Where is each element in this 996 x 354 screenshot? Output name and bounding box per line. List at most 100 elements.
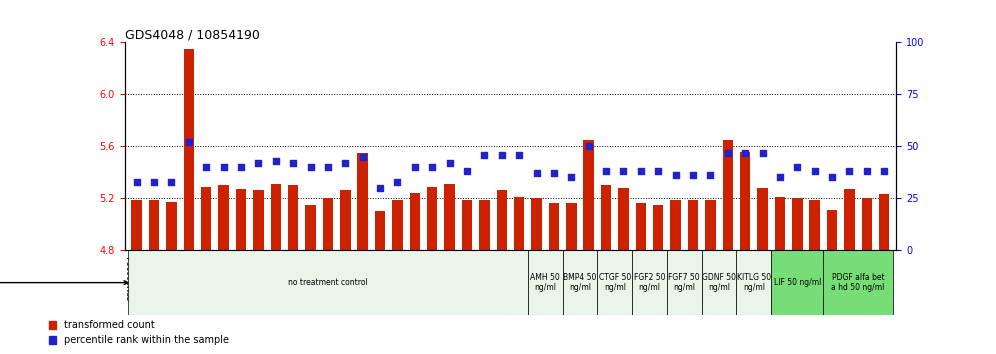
Point xyxy=(181,139,197,145)
FancyBboxPatch shape xyxy=(598,250,632,315)
Bar xyxy=(340,190,351,250)
Bar xyxy=(166,202,176,250)
Point xyxy=(494,152,510,158)
Point xyxy=(233,164,249,170)
Point xyxy=(268,158,284,164)
Bar xyxy=(601,185,612,250)
Point xyxy=(876,169,892,174)
Bar xyxy=(862,198,872,250)
Point xyxy=(198,164,214,170)
Point xyxy=(355,154,371,160)
Point xyxy=(702,172,718,178)
Point xyxy=(215,164,231,170)
Bar xyxy=(688,200,698,250)
Point xyxy=(406,164,422,170)
Point xyxy=(320,164,336,170)
Bar xyxy=(705,200,715,250)
Bar xyxy=(131,200,141,250)
Point xyxy=(737,150,753,155)
Bar xyxy=(462,200,472,250)
Bar xyxy=(288,185,299,250)
FancyBboxPatch shape xyxy=(528,250,563,315)
FancyBboxPatch shape xyxy=(824,250,893,315)
Point xyxy=(285,160,301,166)
Bar xyxy=(514,197,524,250)
Text: FGF2 50
ng/ml: FGF2 50 ng/ml xyxy=(633,273,665,292)
Text: GDNF 50
ng/ml: GDNF 50 ng/ml xyxy=(702,273,736,292)
Point xyxy=(599,169,615,174)
Bar xyxy=(236,189,246,250)
Bar xyxy=(183,49,194,250)
FancyBboxPatch shape xyxy=(771,250,824,315)
Point xyxy=(546,171,562,176)
Bar xyxy=(775,197,785,250)
Point xyxy=(772,175,788,180)
Point xyxy=(824,175,840,180)
FancyBboxPatch shape xyxy=(127,250,528,315)
Bar xyxy=(879,194,889,250)
Bar xyxy=(531,198,542,250)
Point xyxy=(859,169,874,174)
Text: PDGF alfa bet
a hd 50 ng/ml: PDGF alfa bet a hd 50 ng/ml xyxy=(832,273,884,292)
Point xyxy=(616,169,631,174)
Bar xyxy=(427,187,437,250)
Bar xyxy=(619,188,628,250)
Point xyxy=(459,169,475,174)
Bar xyxy=(827,210,838,250)
Point xyxy=(146,179,162,184)
Bar xyxy=(218,185,229,250)
Point xyxy=(128,179,144,184)
Text: BMP4 50
ng/ml: BMP4 50 ng/ml xyxy=(564,273,597,292)
Text: AMH 50
ng/ml: AMH 50 ng/ml xyxy=(530,273,560,292)
Text: agent: agent xyxy=(0,278,127,287)
Point xyxy=(373,185,388,191)
Point xyxy=(650,169,666,174)
Point xyxy=(476,152,492,158)
FancyBboxPatch shape xyxy=(736,250,771,315)
Bar xyxy=(374,211,385,250)
Bar xyxy=(792,198,803,250)
Bar xyxy=(740,152,750,250)
Point xyxy=(755,150,771,155)
Point xyxy=(581,143,597,149)
Bar xyxy=(323,198,333,250)
Bar xyxy=(358,153,368,250)
Bar xyxy=(253,190,264,250)
Bar xyxy=(409,193,420,250)
Bar xyxy=(653,205,663,250)
Text: CTGF 50
ng/ml: CTGF 50 ng/ml xyxy=(599,273,630,292)
Point xyxy=(685,172,701,178)
Bar xyxy=(757,188,768,250)
Point xyxy=(842,169,858,174)
FancyBboxPatch shape xyxy=(563,250,598,315)
Bar xyxy=(549,204,559,250)
Bar xyxy=(845,189,855,250)
Point xyxy=(667,172,683,178)
Point xyxy=(511,152,527,158)
Text: LIF 50 ng/ml: LIF 50 ng/ml xyxy=(774,278,821,287)
Point xyxy=(632,169,648,174)
FancyBboxPatch shape xyxy=(702,250,736,315)
Bar xyxy=(566,204,577,250)
Point xyxy=(424,164,440,170)
Point xyxy=(807,169,823,174)
Text: KITLG 50
ng/ml: KITLG 50 ng/ml xyxy=(737,273,771,292)
Bar xyxy=(201,187,211,250)
Bar xyxy=(306,205,316,250)
Legend: transformed count, percentile rank within the sample: transformed count, percentile rank withi… xyxy=(45,316,233,349)
Bar xyxy=(670,200,681,250)
FancyBboxPatch shape xyxy=(667,250,702,315)
Text: GDS4048 / 10854190: GDS4048 / 10854190 xyxy=(124,28,259,41)
Bar xyxy=(722,140,733,250)
Point xyxy=(303,164,319,170)
Bar xyxy=(148,200,159,250)
Point xyxy=(389,179,405,184)
Point xyxy=(564,175,580,180)
Point xyxy=(250,160,266,166)
Point xyxy=(529,171,545,176)
Text: FGF7 50
ng/ml: FGF7 50 ng/ml xyxy=(668,273,700,292)
Bar xyxy=(479,200,490,250)
Bar xyxy=(810,200,820,250)
Bar xyxy=(635,204,646,250)
Bar xyxy=(392,200,402,250)
